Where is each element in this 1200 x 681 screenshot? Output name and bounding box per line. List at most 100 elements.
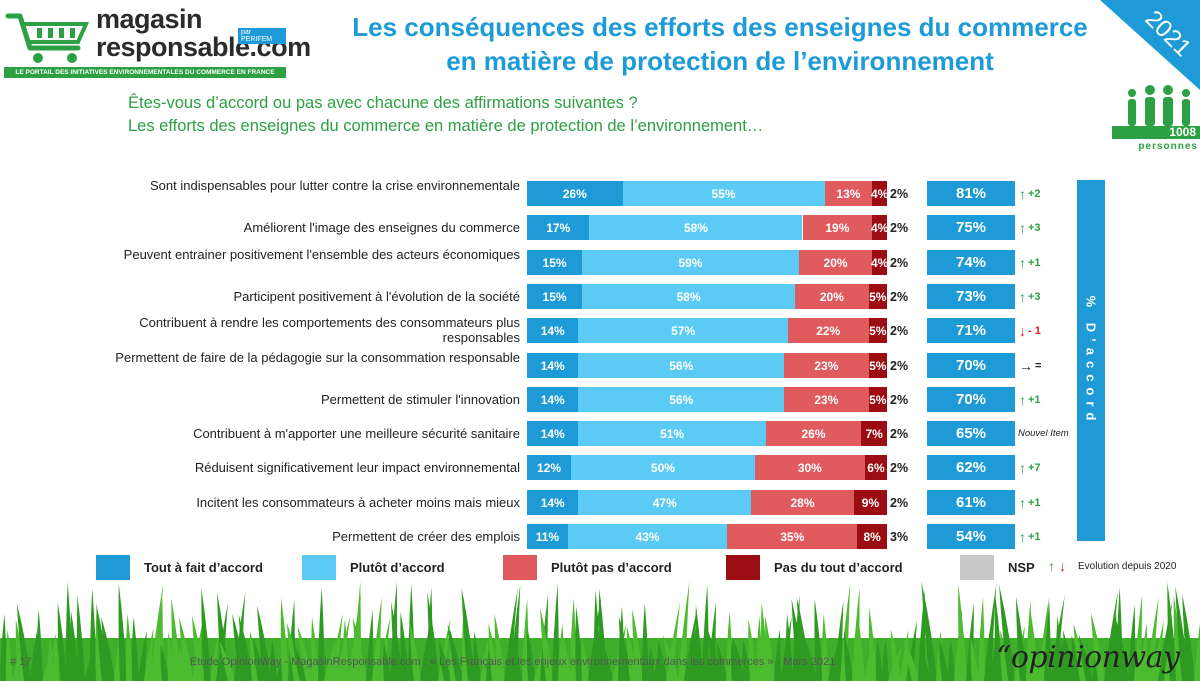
arrow-down-icon: ↓ xyxy=(1059,558,1066,574)
row-label: Permettent de créer des emplois xyxy=(332,529,520,544)
row-label: Réduisent significativement leur impact … xyxy=(194,460,520,475)
question-line2: Les efforts des enseignes du commerce en… xyxy=(128,117,764,135)
arrow-up-icon: ↑ xyxy=(1019,289,1026,305)
bar-segment-pas-du-tout: 4% xyxy=(871,215,888,240)
legend-swatch xyxy=(96,555,130,580)
agree-total: 65% xyxy=(927,421,1015,446)
stacked-bar: 14% 56% 23% 5% xyxy=(527,353,887,378)
nsp-value: 2% xyxy=(890,324,909,338)
sample-count: 1008 xyxy=(1112,126,1200,139)
nsp-value: 3% xyxy=(890,530,909,544)
bar-segment-plutot: 57% xyxy=(578,318,788,343)
page-title: Les conséquences des efforts des enseign… xyxy=(340,10,1100,78)
evolution-indicator: ↑ +1 xyxy=(1019,392,1041,408)
row-label: Permettent de stimuler l'innovation xyxy=(320,392,520,407)
evolution-value: +7 xyxy=(1028,462,1041,474)
stacked-bar: 14% 56% 23% 5% xyxy=(527,387,887,412)
bar-segment-plutot: 58% xyxy=(582,284,796,309)
bar-segment-plutot-pas: 23% xyxy=(784,387,869,412)
arrow-up-icon: ↑ xyxy=(1019,220,1026,236)
question-line1: Êtes-vous d’accord ou pas avec chacune d… xyxy=(128,94,638,112)
nsp-value: 2% xyxy=(890,221,909,235)
bar-segment-pas-du-tout: 8% xyxy=(857,524,887,549)
bar-segment-plutot: 56% xyxy=(578,353,785,378)
title-line2: en matière de protection de l’environnem… xyxy=(446,46,994,76)
nsp-value: 2% xyxy=(890,496,909,510)
evolution-value: = xyxy=(1035,360,1042,372)
row-label: Améliorent l'image des enseignes du comm… xyxy=(243,220,520,235)
bar-segment-pas-du-tout: 9% xyxy=(853,490,887,515)
nsp-value: 2% xyxy=(890,393,909,407)
bar-segment-plutot: 58% xyxy=(589,215,803,240)
bar-segment-plutot-pas: 35% xyxy=(727,524,858,549)
nsp-value: 2% xyxy=(890,427,909,441)
stacked-bar: 14% 47% 28% 9% xyxy=(527,490,887,515)
bar-segment-plutot-pas: 26% xyxy=(765,421,862,446)
legend-label: Tout à fait d’accord xyxy=(144,560,263,575)
evolution-value: Nouvel Item xyxy=(1018,428,1069,439)
evolution-indicator: ↑ +3 xyxy=(1019,220,1041,236)
sample-size-block: 1008 personnes xyxy=(1112,84,1200,152)
bar-segment-plutot-pas: 23% xyxy=(784,353,869,378)
page-number: # 17 xyxy=(10,656,32,668)
bar-segment-plutot-pas: 30% xyxy=(754,455,865,480)
arrow-down-icon: ↓ xyxy=(1019,323,1026,339)
agree-total: 54% xyxy=(927,524,1015,549)
bar-segment-plutot: 56% xyxy=(578,387,785,412)
nsp-value: 2% xyxy=(890,359,909,373)
bar-segment-plutot: 59% xyxy=(582,250,799,275)
evolution-indicator: ↑ +3 xyxy=(1019,289,1041,305)
bar-segment-tout-a-fait: 14% xyxy=(527,421,579,446)
opinionway-logo: “opinionway xyxy=(996,640,1180,675)
agree-total: 62% xyxy=(927,455,1015,480)
evolution-value: +2 xyxy=(1028,188,1041,200)
bar-segment-plutot: 47% xyxy=(578,490,752,515)
bar-segment-tout-a-fait: 14% xyxy=(527,387,579,412)
bar-segment-plutot-pas: 22% xyxy=(787,318,869,343)
bar-segment-plutot: 55% xyxy=(622,181,825,206)
row-label: Participent positivement à l'évolution d… xyxy=(233,289,520,304)
bar-segment-pas-du-tout: 7% xyxy=(861,421,887,446)
legend-label: Pas du tout d’accord xyxy=(774,560,903,575)
agree-total: 70% xyxy=(927,387,1015,412)
bar-segment-tout-a-fait: 14% xyxy=(527,490,579,515)
footer-source: Etude OpinionWay - MagasinResponsable.co… xyxy=(190,656,836,668)
grass-decoration xyxy=(0,581,1200,681)
legend-swatch xyxy=(960,555,994,580)
bar-segment-plutot: 43% xyxy=(567,524,728,549)
bar-segment-tout-a-fait: 15% xyxy=(527,284,583,309)
agree-total: 74% xyxy=(927,250,1015,275)
row-label: Contribuent à m'apporter une meilleure s… xyxy=(193,426,520,441)
evolution-value: - 1 xyxy=(1028,325,1041,337)
bar-segment-pas-du-tout: 5% xyxy=(868,387,887,412)
agree-total: 70% xyxy=(927,353,1015,378)
bar-segment-plutot-pas: 20% xyxy=(798,250,873,275)
bar-segment-tout-a-fait: 15% xyxy=(527,250,583,275)
stacked-bar: 17% 58% 19% 4% xyxy=(527,215,888,240)
nsp-value: 2% xyxy=(890,256,909,270)
arrow-up-icon: ↑ xyxy=(1019,529,1026,545)
legend-plutot-pas: Plutôt pas d’accord xyxy=(503,555,672,580)
legend-nsp: NSP xyxy=(960,555,1035,580)
evolution-indicator: ↓ - 1 xyxy=(1019,323,1041,339)
agree-total: 73% xyxy=(927,284,1015,309)
agree-column-header: % D’accord xyxy=(1077,180,1105,541)
arrow-right-icon: → xyxy=(1019,358,1033,374)
bar-segment-tout-a-fait: 14% xyxy=(527,353,579,378)
evolution-value: +1 xyxy=(1028,257,1041,269)
legend-tout-a-fait: Tout à fait d’accord xyxy=(96,555,263,580)
brand-tagline: LE PORTAIL DES INITIATIVES ENVIRONNEMENT… xyxy=(4,67,286,78)
legend-label: Plutôt d’accord xyxy=(350,560,445,575)
arrow-up-icon: ↑ xyxy=(1019,186,1026,202)
evolution-indicator: ↑ +2 xyxy=(1019,186,1041,202)
evolution-value: +3 xyxy=(1028,222,1041,234)
evolution-value: +1 xyxy=(1028,497,1041,509)
bar-segment-plutot-pas: 20% xyxy=(795,284,869,309)
evolution-value: +3 xyxy=(1028,291,1041,303)
legend-label: Plutôt pas d’accord xyxy=(551,560,672,575)
arrow-up-icon: ↑ xyxy=(1048,558,1055,574)
evolution-value: +1 xyxy=(1028,394,1041,406)
legend-swatch xyxy=(302,555,336,580)
row-label: Sont indispensables pour lutter contre l… xyxy=(150,178,520,193)
bar-segment-tout-a-fait: 12% xyxy=(527,455,572,480)
